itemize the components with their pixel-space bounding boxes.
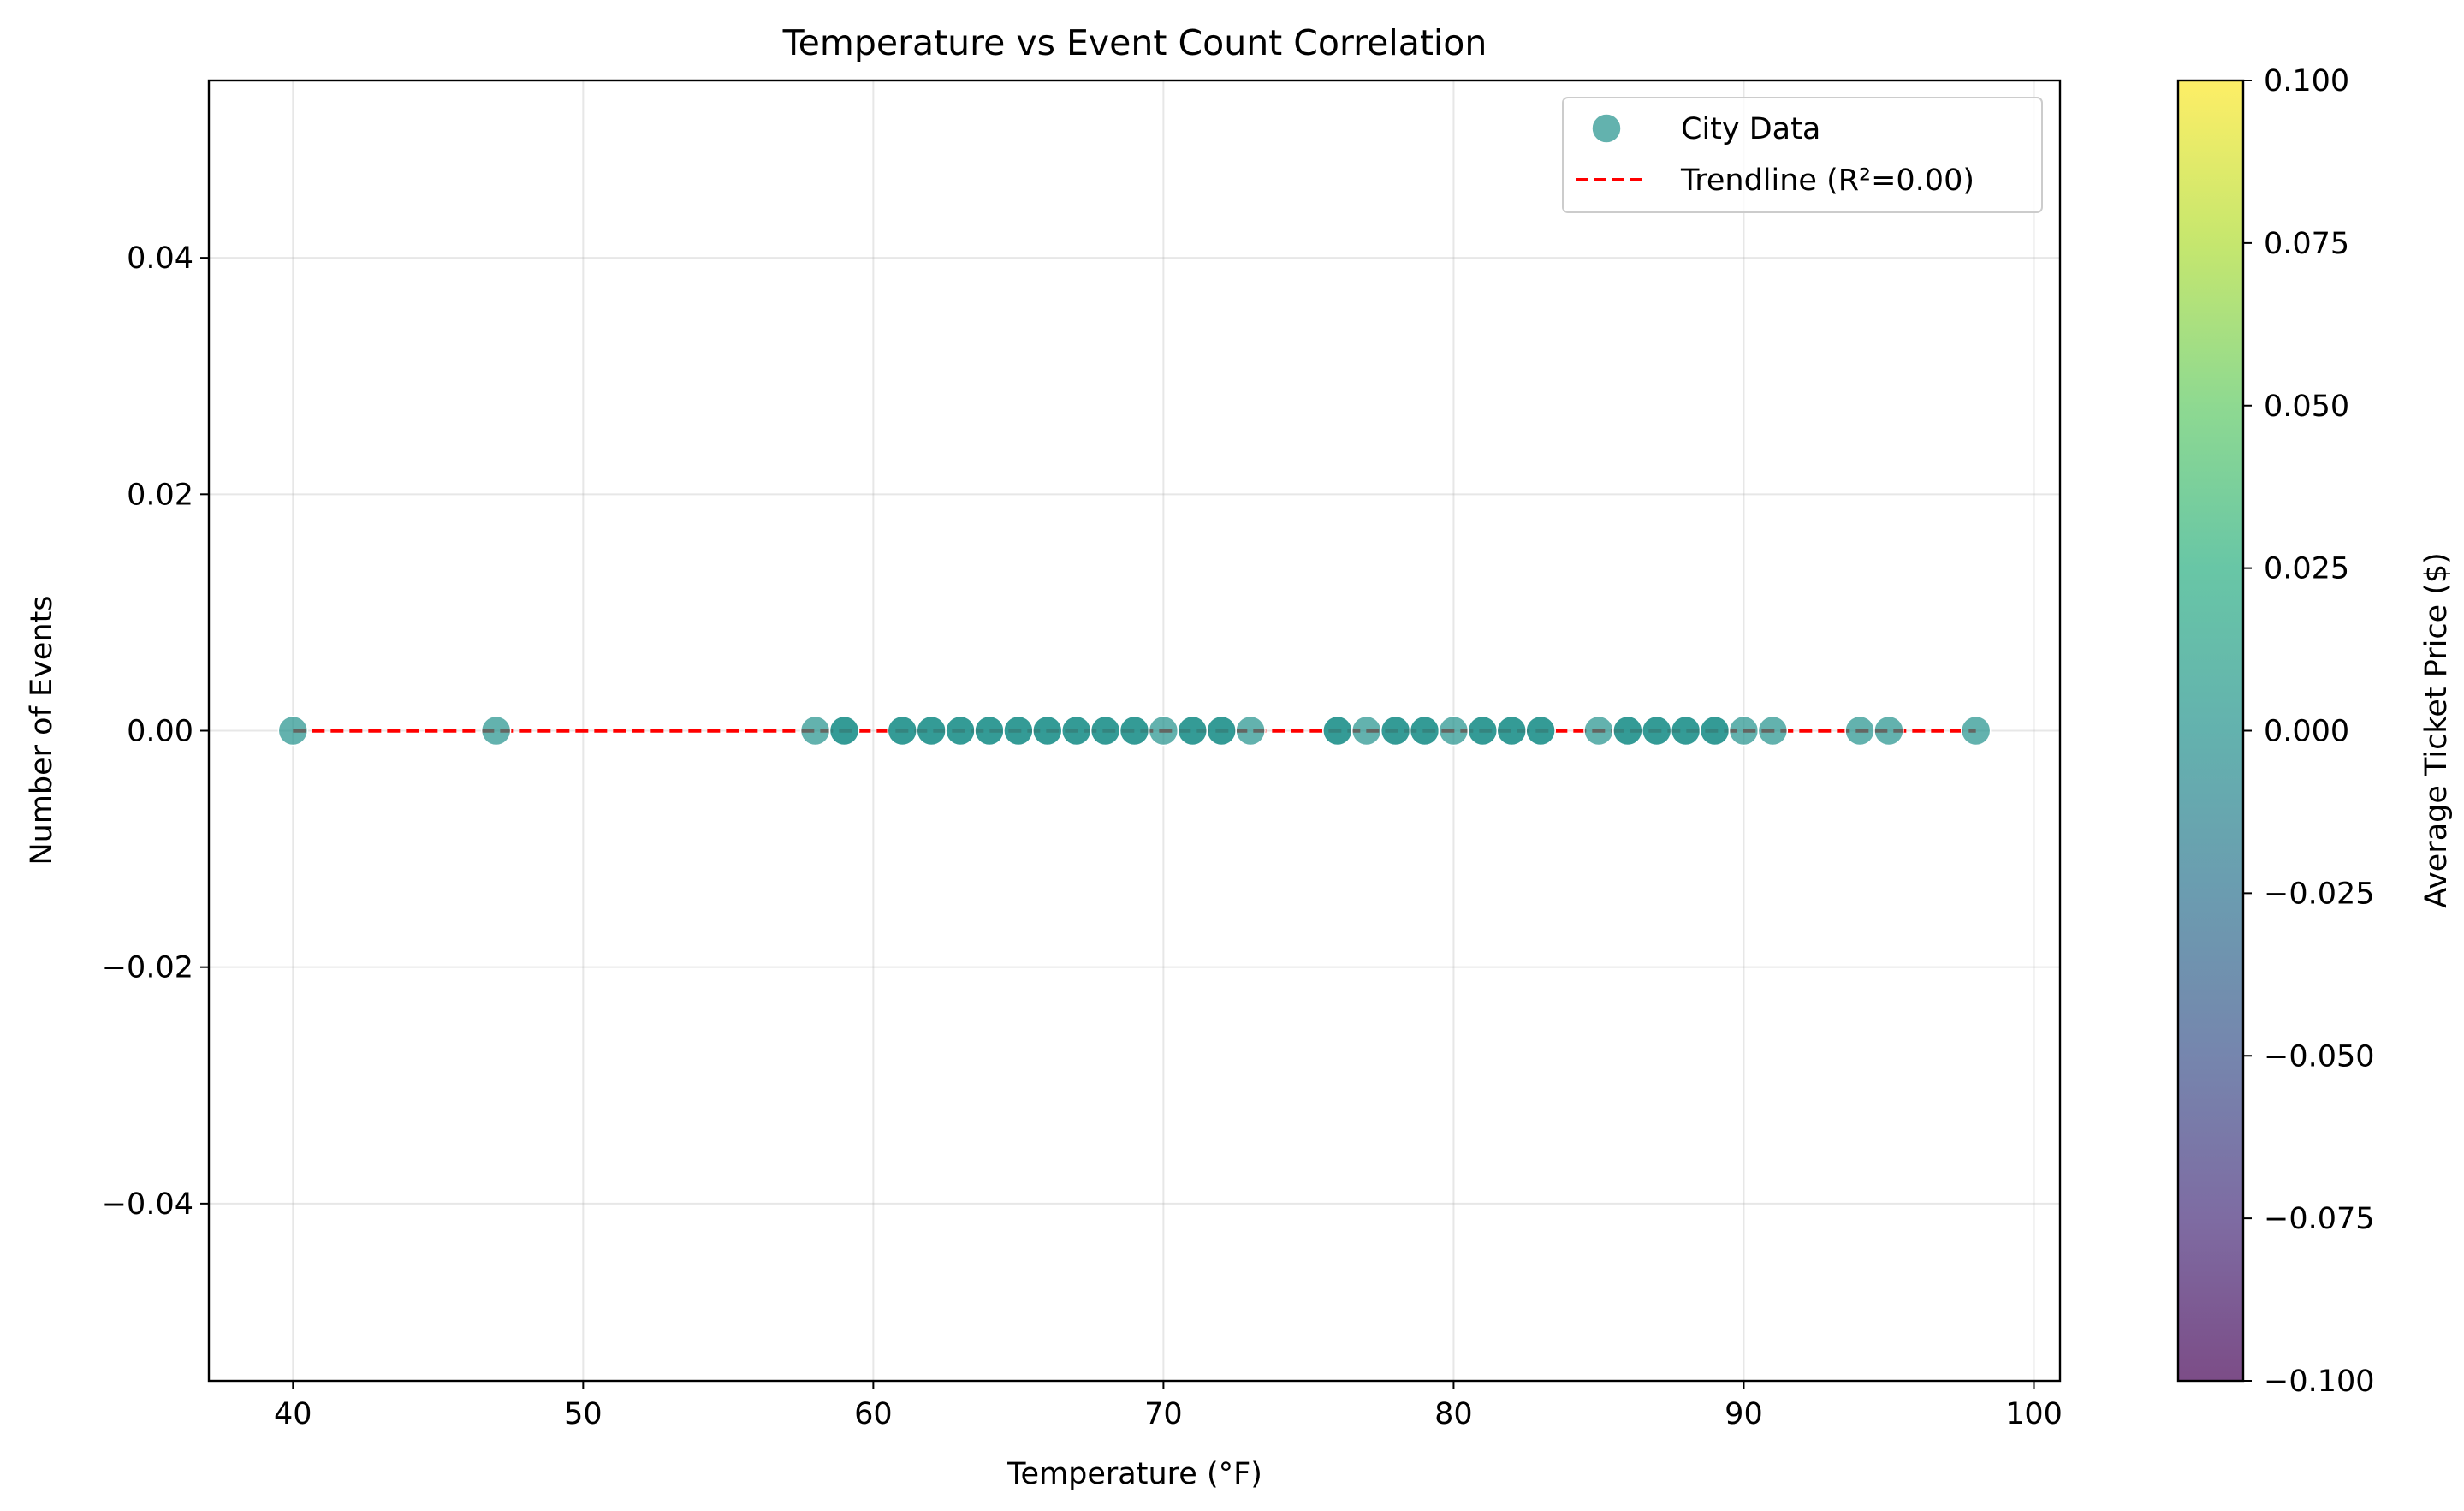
colorbar-tick-label: 0.075 (2264, 227, 2349, 261)
y-tick-label: −0.02 (102, 951, 193, 985)
data-point (1438, 715, 1469, 747)
data-point (1177, 715, 1208, 747)
data-point (277, 715, 309, 747)
data-point (480, 715, 512, 747)
x-tick-label: 90 (1725, 1397, 1763, 1431)
data-point (1380, 715, 1411, 747)
data-point (1351, 715, 1382, 747)
x-tick-label: 70 (1144, 1397, 1183, 1431)
x-tick-label: 50 (564, 1397, 603, 1431)
x-tick-label: 60 (854, 1397, 893, 1431)
y-tick-label: 0.04 (127, 241, 193, 276)
data-point (1235, 715, 1266, 747)
y-axis-label: Number of Events (25, 595, 59, 865)
data-point (1032, 715, 1063, 747)
legend-marker-city-data (1591, 113, 1622, 144)
data-point (1612, 715, 1643, 747)
colorbar-tick-label: 0.050 (2264, 390, 2349, 424)
x-axis-label: Temperature (°F) (1006, 1457, 1262, 1491)
colorbar-tick-label: −0.075 (2264, 1202, 2375, 1236)
chart-title: Temperature vs Event Count Correlation (782, 22, 1487, 63)
colorbar-tick-label: −0.025 (2264, 877, 2375, 911)
colorbar (2176, 79, 2245, 1383)
y-axis-ticks: −0.04 −0.02 0.00 0.02 0.04 (102, 241, 209, 1222)
legend-label-city-data: City Data (1681, 112, 1820, 146)
data-point (887, 715, 918, 747)
data-point (799, 715, 831, 747)
colorbar-ticks: −0.100 −0.075 −0.050 −0.025 0.000 0.025 0.050 0… (2243, 64, 2375, 1399)
data-point (1148, 715, 1179, 747)
legend-box (1562, 97, 2043, 213)
colorbar-label: Average Ticket Price ($) (2419, 552, 2454, 908)
data-point (1583, 715, 1614, 747)
data-point (1642, 715, 1672, 747)
data-point (1670, 715, 1701, 747)
data-point (1960, 715, 1992, 747)
x-tick-label: 40 (274, 1397, 312, 1431)
legend-label-trendline: Trendline (R²=0.00) (1680, 164, 1974, 198)
data-point (1757, 715, 1789, 747)
x-axis-ticks: 40 50 60 70 80 90 100 (274, 1381, 2063, 1431)
data-point (1728, 715, 1760, 747)
data-point (828, 715, 860, 747)
colorbar-tick-label: 0.000 (2264, 715, 2349, 749)
colorbar-tick-label: −0.100 (2264, 1365, 2375, 1399)
legend: City Data Trendline (R²=0.00) (1562, 97, 2043, 213)
data-point (1060, 715, 1092, 747)
colorbar-tick-label: 0.100 (2264, 64, 2349, 98)
data-point (1496, 715, 1527, 747)
y-tick-label: 0.00 (127, 715, 193, 749)
data-point (1119, 715, 1150, 747)
y-tick-label: −0.04 (102, 1187, 193, 1222)
data-point (974, 715, 1005, 747)
data-point (1467, 715, 1499, 747)
data-point (1873, 715, 1904, 747)
data-point (1206, 715, 1237, 747)
colorbar-tick-label: −0.050 (2264, 1039, 2375, 1074)
data-point (1090, 715, 1121, 747)
data-point (1525, 715, 1556, 747)
data-point (1003, 715, 1034, 747)
colorbar-tick-label: 0.025 (2264, 552, 2349, 586)
data-point (945, 715, 976, 747)
data-point (1844, 715, 1875, 747)
data-point (1699, 715, 1731, 747)
scatter-points (277, 715, 1992, 747)
x-tick-label: 100 (2005, 1397, 2063, 1431)
data-point (916, 715, 947, 747)
x-tick-label: 80 (1434, 1397, 1473, 1431)
data-point (1409, 715, 1440, 747)
data-point (1322, 715, 1353, 747)
y-tick-label: 0.02 (127, 478, 193, 512)
